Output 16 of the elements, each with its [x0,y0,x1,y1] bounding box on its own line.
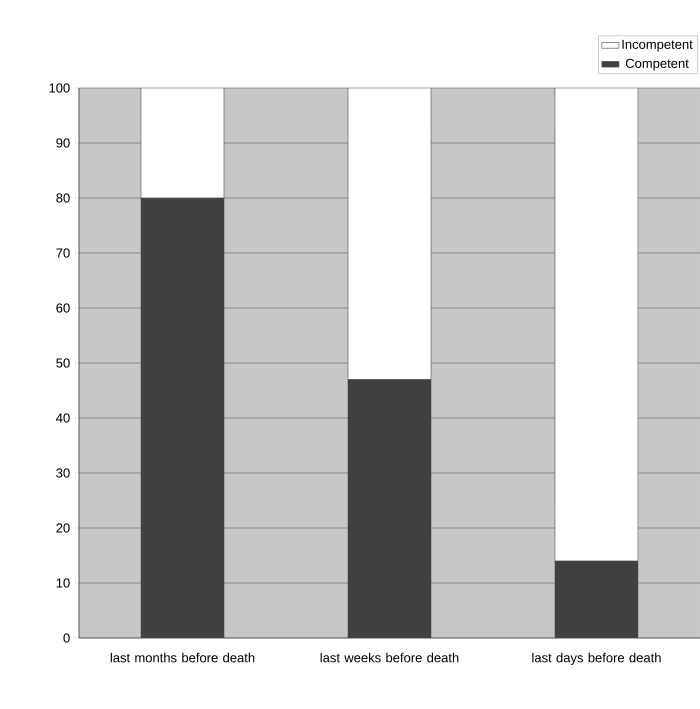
x-tick-label: last weeks before death [320,652,458,662]
y-tick-label: 20 [56,523,70,533]
y-tick-label: 80 [56,193,70,203]
x-tick-label: last days before death [532,652,661,665]
y-tick-label: 70 [56,248,70,258]
legend-label: Incompetent [622,40,693,52]
x-tick-label: last months before death [110,652,254,662]
y-tick-label: 60 [56,303,70,313]
y-tick-label: 90 [56,138,70,148]
y-tick-label: 0 [63,633,70,643]
y-tick-label: 30 [56,468,70,478]
y-tick-label: 100 [49,83,70,93]
y-tick-label: 10 [56,578,70,588]
legend-label: Competent [626,58,689,71]
y-tick-label: 50 [56,358,70,368]
y-tick-label: 40 [56,413,70,423]
